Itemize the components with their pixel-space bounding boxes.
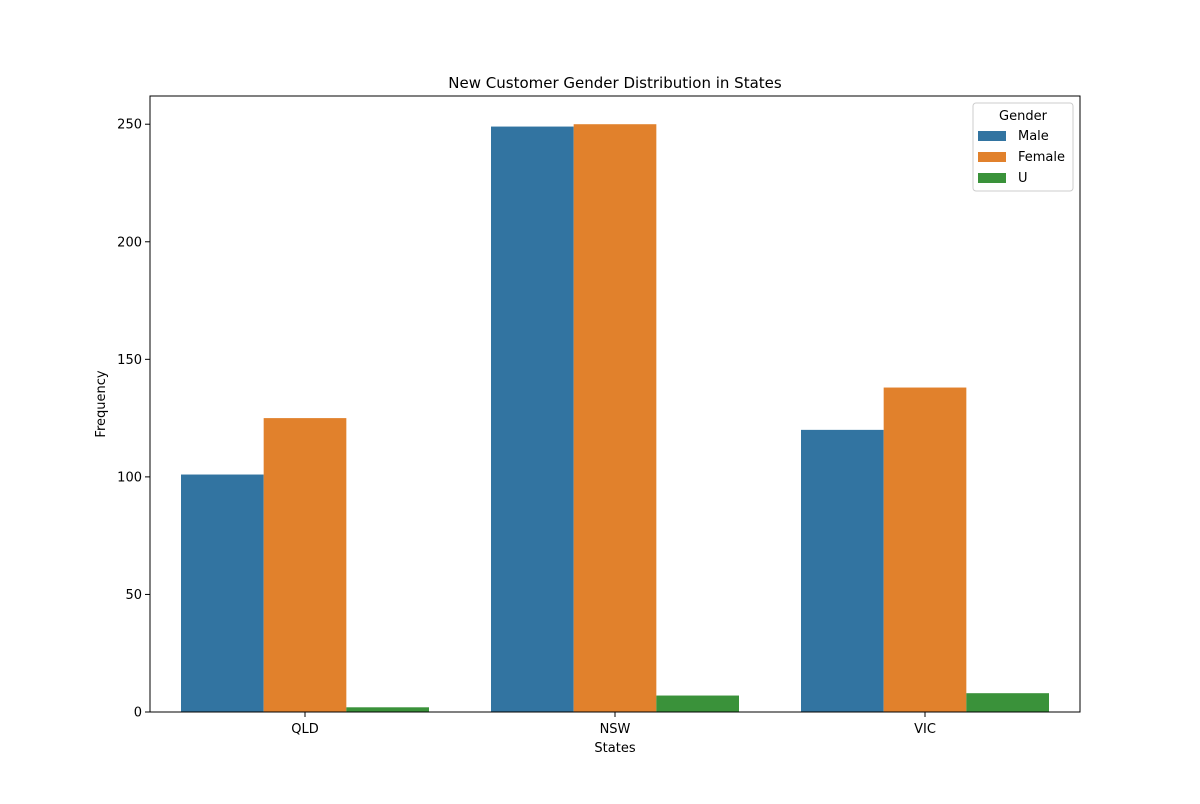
bar-u-vic [966, 693, 1049, 712]
bar-u-qld [346, 707, 429, 712]
legend-label-u: U [1018, 171, 1028, 186]
y-tick-label: 150 [117, 353, 142, 368]
legend-swatch-u [978, 173, 1006, 183]
y-tick-label: 0 [134, 706, 142, 721]
legend-title: Gender [999, 109, 1048, 124]
legend-label-male: Male [1018, 129, 1049, 144]
x-tick-label-vic: VIC [914, 722, 936, 737]
bar-male-vic [801, 429, 884, 712]
plot-area-frame [149, 95, 1081, 713]
bars-layer [181, 124, 1049, 712]
y-axis-ticks: 0 50 100 150 200 250 [117, 118, 150, 721]
x-axis-ticks: QLD NSW VIC [291, 712, 936, 737]
legend-swatch-female [978, 152, 1006, 162]
bar-u-nsw [656, 695, 739, 712]
x-tick-label-nsw: NSW [600, 722, 631, 737]
bar-male-qld [181, 474, 264, 712]
legend-label-female: Female [1018, 150, 1065, 165]
y-tick-label: 50 [125, 588, 142, 603]
bar-male-nsw [491, 126, 574, 712]
legend-items: Male Female U [978, 129, 1065, 186]
y-tick-label: 100 [117, 470, 142, 485]
y-tick-label: 250 [117, 118, 142, 133]
bar-female-nsw [573, 124, 657, 712]
chart-title: New Customer Gender Distribution in Stat… [448, 74, 782, 92]
legend-box [972, 102, 1074, 192]
bar-female-qld [263, 418, 347, 712]
legend: Gender Male Female U [972, 102, 1074, 192]
x-tick-label-qld: QLD [291, 722, 319, 737]
y-axis-label: Frequency [94, 370, 109, 437]
legend-swatch-male [978, 131, 1006, 141]
bar-female-vic [883, 387, 967, 712]
x-axis-label: States [594, 741, 635, 756]
y-tick-label: 200 [117, 235, 142, 250]
